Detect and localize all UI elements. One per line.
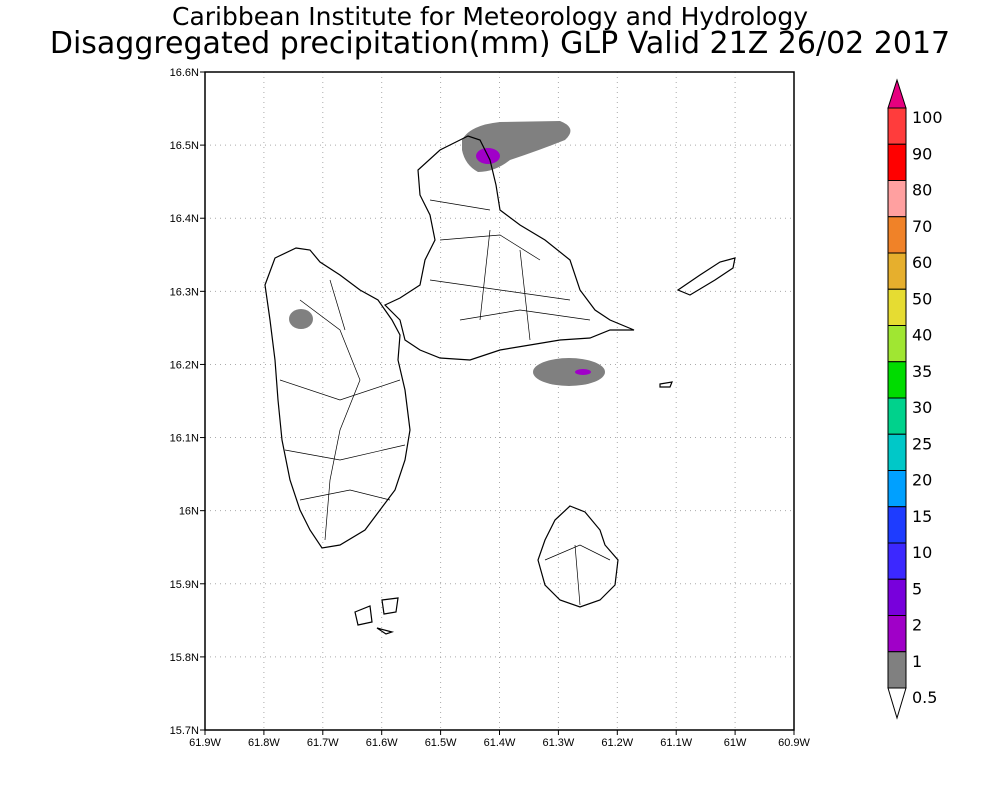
colorbar-label: 90 <box>912 144 932 163</box>
colorbar-segment <box>887 470 907 508</box>
y-tick-label: 15.8N <box>170 652 199 664</box>
map-frame <box>204 71 795 731</box>
y-tick-label: 16N <box>179 506 199 518</box>
x-tick-label: 61.1W <box>660 737 692 749</box>
colorbar-label: 40 <box>912 326 932 345</box>
precip-purple-east <box>575 369 591 375</box>
y-tick-label: 16.6N <box>170 67 199 79</box>
marie-galante-communes <box>544 544 611 606</box>
axis-ticks: 61.9W 61.8W 61.7W 61.6W 61.5W 61.4W 61.3W 61.2W… <box>170 67 811 749</box>
basse-terre-rivers <box>279 279 406 541</box>
colorbar-label: 5 <box>912 579 922 598</box>
colorbar-segment <box>887 325 907 363</box>
x-tick-label: 61.4W <box>484 737 516 749</box>
colorbar-label: 30 <box>912 398 932 417</box>
colorbar-label: 35 <box>912 362 932 381</box>
colorbar-label: 50 <box>912 289 932 308</box>
colorbar-label: 2 <box>912 616 922 635</box>
x-tick-label: 60.9W <box>778 737 810 749</box>
marie-galante <box>537 505 619 608</box>
plot-title: Caribbean Institute for Meteorology and … <box>172 2 808 31</box>
precipitation-fields <box>289 121 605 386</box>
grande-terre <box>383 135 635 361</box>
colorbar-segment <box>887 107 907 145</box>
basse-terre <box>264 247 411 549</box>
y-tick-label: 15.9N <box>170 579 199 591</box>
x-tick-label: 61.7W <box>307 737 339 749</box>
precip-grey-west <box>289 309 313 329</box>
gridlines <box>205 72 794 730</box>
colorbar-label: 1 <box>912 652 922 671</box>
colorbar-label: 20 <box>912 471 932 490</box>
y-tick-label: 15.7N <box>170 725 199 737</box>
x-tick-label: 61.8W <box>248 737 280 749</box>
colorbar-segment <box>887 180 907 218</box>
x-tick-label: 61.5W <box>425 737 457 749</box>
colorbar-label: 25 <box>912 434 932 453</box>
y-tick-label: 16.4N <box>170 213 199 225</box>
y-tick-label: 16.1N <box>170 433 199 445</box>
colorbar-bottom-arrow <box>887 687 907 720</box>
colorbar-segment <box>887 143 907 181</box>
colorbar-segment <box>887 288 907 326</box>
y-tick-label: 16.5N <box>170 140 199 152</box>
petite-terre <box>659 381 673 388</box>
la-desirade <box>676 257 736 296</box>
x-tick-label: 61.3W <box>543 737 575 749</box>
colorbar-label: 15 <box>912 507 932 526</box>
grande-terre-communes <box>429 199 591 341</box>
colorbar-segment <box>887 361 907 399</box>
colorbar-segment <box>887 542 907 580</box>
colorbar-segment <box>887 506 907 544</box>
colorbar-label: 80 <box>912 181 932 200</box>
y-tick-label: 16.2N <box>170 359 199 371</box>
colorbar: 100 90 80 70 60 50 40 35 30 25 20 15 10 5 2 1 0.5 <box>887 78 943 720</box>
les-saintes <box>354 597 399 635</box>
precip-grey-east <box>533 358 605 386</box>
colorbar-segment <box>887 252 907 290</box>
x-tick-label: 61.2W <box>601 737 633 749</box>
coastlines <box>264 135 736 635</box>
x-tick-label: 61.6W <box>366 737 398 749</box>
colorbar-top-arrow <box>887 78 907 109</box>
y-tick-label: 16.3N <box>170 286 199 298</box>
colorbar-label: 0.5 <box>912 688 937 707</box>
colorbar-segment <box>887 433 907 471</box>
colorbar-segment <box>887 216 907 254</box>
colorbar-segment <box>887 397 907 435</box>
colorbar-segment <box>887 615 907 653</box>
x-tick-label: 61W <box>724 737 747 749</box>
colorbar-label: 60 <box>912 253 932 272</box>
colorbar-segment <box>887 651 907 689</box>
colorbar-label: 10 <box>912 543 932 562</box>
colorbar-label: 70 <box>912 217 932 236</box>
precip-grey-north <box>462 121 571 172</box>
colorbar-segment <box>887 578 907 616</box>
x-tick-label: 61.9W <box>189 737 221 749</box>
colorbar-label: 100 <box>912 108 943 127</box>
plot-subtitle: Disaggregated precipitation(mm) GLP Vali… <box>49 26 951 61</box>
